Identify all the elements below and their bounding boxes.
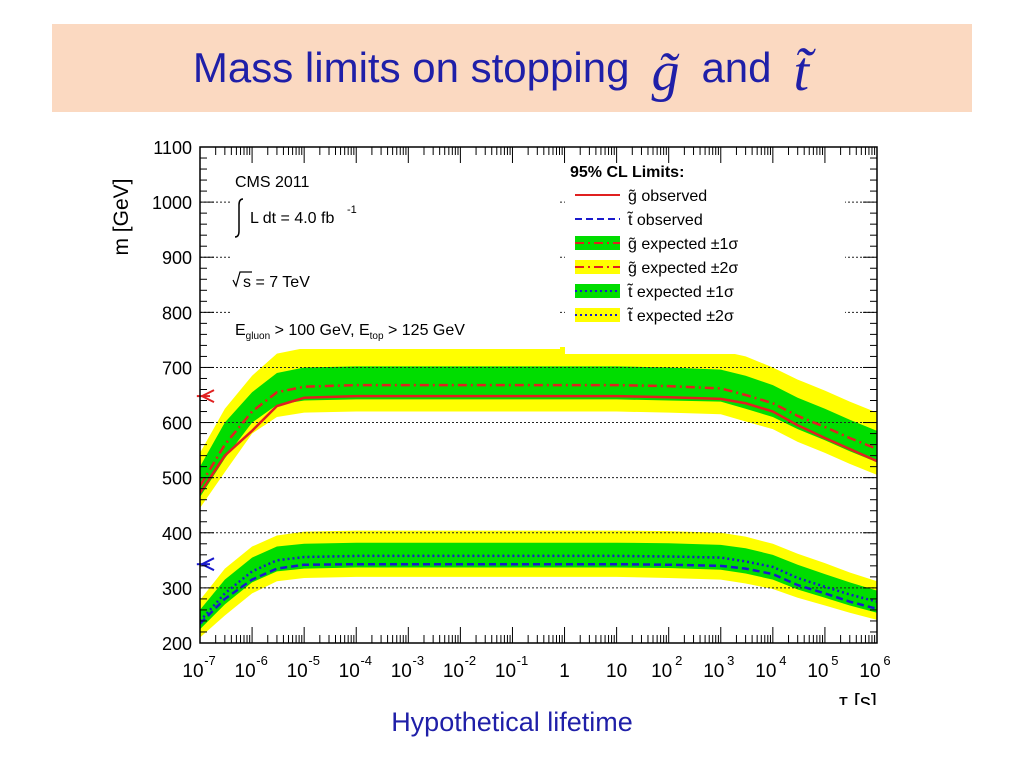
y-tick-label: 200 — [162, 634, 192, 654]
x-tick-label: 10 — [755, 661, 776, 682]
x-tick-exponent: -7 — [204, 653, 216, 668]
x-tick-label: 10 — [182, 661, 203, 682]
annotation-lumi-exponent: -1 — [347, 204, 357, 216]
y-tick-label: 600 — [162, 414, 192, 434]
gluino-observed-line — [200, 394, 877, 494]
slide-title: Mass limits on stopping g̃ and t̃ — [52, 24, 972, 112]
energy-cut-part: top — [370, 331, 384, 342]
y-tick-label: 500 — [162, 469, 192, 489]
legend-swatch-band — [575, 308, 620, 322]
x-tick-exponent: -6 — [256, 653, 268, 668]
y-tick-label: 400 — [162, 524, 192, 544]
title-banner: Mass limits on stopping g̃ and t̃ — [52, 24, 972, 112]
x-tick-label: 10 — [703, 661, 724, 682]
legend-entry-label: t̃ observed — [626, 210, 702, 229]
x-tick-label: 10 — [235, 661, 256, 682]
legend-entry-label: g̃ observed — [628, 188, 707, 205]
sqrt-sign-icon — [232, 271, 252, 288]
y-tick-label: 900 — [162, 248, 192, 268]
gluino-limit-arrow-head — [201, 389, 215, 403]
x-tick-label: 10 — [339, 661, 360, 682]
integral-sign-icon — [234, 198, 244, 238]
annotation-experiment: CMS 2011 — [235, 174, 310, 191]
x-tick-label: 10 — [651, 661, 672, 682]
plot-area — [200, 159, 877, 638]
gluino-expected-line — [200, 383, 877, 487]
x-tick-exponent: -5 — [308, 653, 320, 668]
stop-limit-arrow-head — [201, 557, 215, 572]
y-tick-label: 300 — [162, 579, 192, 599]
caption: Hypothetical lifetime — [391, 707, 633, 737]
annotation-sqrt-s: s = 7 TeV — [243, 274, 310, 291]
legend-entry-label: g̃ expected ±2σ — [628, 260, 738, 277]
mass-limit-chart: 2003004005006007008009001000110010-710-6… — [110, 138, 891, 705]
plot-frame — [199, 146, 878, 644]
y-tick-label: 1000 — [152, 193, 192, 213]
x-tick-label: 1 — [559, 661, 570, 682]
annotation-bg — [230, 169, 560, 349]
y-axis-label: m [GeV] — [110, 178, 133, 255]
energy-cut-part: E — [235, 322, 246, 339]
legend-entry-label: t̃ expected ±2σ — [626, 306, 734, 325]
title-and: and — [701, 44, 772, 91]
x-tick-exponent: -2 — [465, 653, 477, 668]
annotation-energy-cut: Egluon > 100 GeV, Etop > 125 GeV — [235, 322, 465, 342]
stop-symbol: t̃ — [793, 41, 810, 103]
x-tick-label: 10 — [859, 661, 880, 682]
energy-cut-part: > 125 GeV — [384, 322, 466, 339]
x-tick-exponent: -4 — [360, 653, 372, 668]
energy-cut-part: gluon — [246, 331, 270, 342]
x-tick-exponent: 6 — [883, 653, 890, 668]
x-tick-label: 10 — [606, 661, 627, 682]
legend-entry-label: g̃ expected ±1σ — [628, 236, 738, 253]
title-text: Mass limits on stopping — [192, 44, 630, 91]
x-axis-label: τ [s] — [839, 689, 877, 705]
x-tick-exponent: 3 — [727, 653, 734, 668]
x-tick-exponent: 5 — [831, 653, 838, 668]
x-tick-exponent: -1 — [517, 653, 529, 668]
gluino-symbol: g̃ — [651, 41, 680, 103]
y-tick-label: 800 — [162, 303, 192, 323]
y-tick-label: 1100 — [153, 138, 192, 158]
stop-observed-line — [200, 562, 877, 625]
x-tick-label: 10 — [495, 661, 516, 682]
x-tick-label: 10 — [287, 661, 308, 682]
energy-cut-part: > 100 GeV, E — [270, 322, 369, 339]
x-tick-label: 10 — [443, 661, 464, 682]
y-tick-label: 700 — [162, 358, 192, 378]
annotation-lumi: L dt = 4.0 fb — [250, 210, 334, 227]
x-tick-label: 10 — [807, 661, 828, 682]
x-tick-exponent: -3 — [413, 653, 425, 668]
legend-title: 95% CL Limits: — [570, 164, 684, 181]
x-tick-label: 10 — [391, 661, 412, 682]
legend-entry-label: t̃ expected ±1σ — [626, 282, 734, 301]
x-tick-exponent: 2 — [675, 653, 682, 668]
legend-swatch-band — [575, 284, 620, 298]
x-tick-exponent: 4 — [779, 653, 786, 668]
